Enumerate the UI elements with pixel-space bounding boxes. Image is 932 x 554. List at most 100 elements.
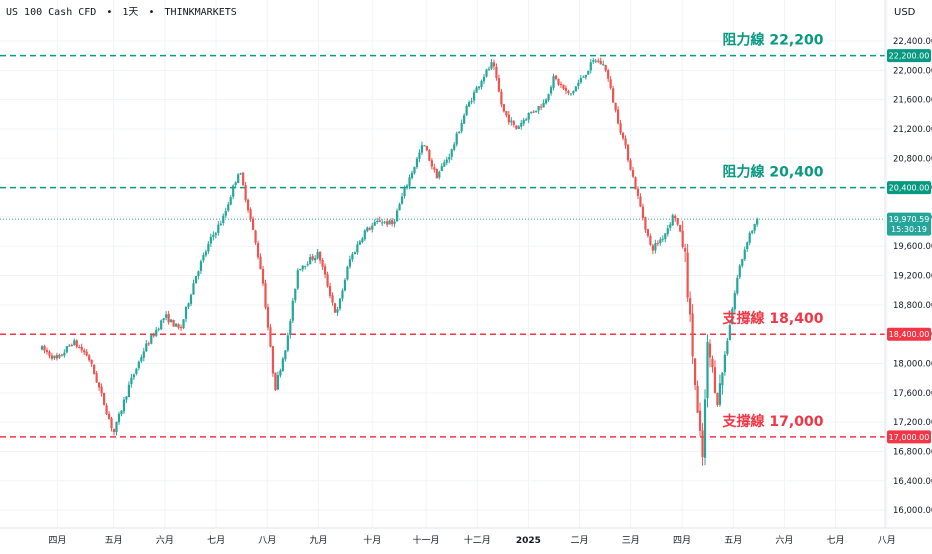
candle[interactable] [274, 372, 277, 392]
candle[interactable] [55, 352, 58, 361]
candle[interactable] [554, 74, 558, 81]
candle[interactable] [167, 310, 170, 325]
candle[interactable] [378, 216, 381, 223]
candle[interactable] [306, 261, 309, 267]
candle[interactable] [75, 339, 78, 349]
candle[interactable] [269, 324, 272, 348]
candle[interactable] [535, 110, 538, 113]
candle[interactable] [381, 219, 384, 227]
candle[interactable] [510, 117, 513, 126]
candle[interactable] [557, 78, 560, 86]
candle[interactable] [587, 70, 590, 75]
candle[interactable] [460, 119, 463, 134]
candle[interactable] [88, 354, 91, 362]
candle[interactable] [323, 263, 327, 279]
candle[interactable] [708, 339, 712, 368]
candle[interactable] [373, 219, 376, 227]
candle[interactable] [157, 327, 160, 332]
candle[interactable] [343, 278, 347, 292]
candle[interactable] [70, 343, 73, 347]
candle[interactable] [294, 288, 297, 303]
candle[interactable] [281, 356, 284, 372]
candle[interactable] [666, 224, 669, 237]
candle[interactable] [428, 149, 431, 162]
candle[interactable] [604, 64, 607, 73]
candle[interactable] [229, 195, 232, 206]
candle[interactable] [520, 119, 523, 130]
candle[interactable] [189, 293, 193, 307]
candle[interactable] [495, 63, 498, 81]
candle[interactable] [693, 357, 697, 391]
candle[interactable] [718, 374, 722, 407]
candle[interactable] [222, 213, 225, 226]
candle[interactable] [448, 153, 451, 164]
candle[interactable] [127, 381, 131, 398]
candle[interactable] [512, 119, 515, 128]
candle[interactable] [388, 219, 391, 225]
candle[interactable] [594, 59, 597, 63]
candle[interactable] [309, 253, 312, 265]
candle[interactable] [254, 229, 257, 245]
candle[interactable] [363, 229, 366, 241]
candle[interactable] [338, 297, 342, 311]
candle[interactable] [199, 259, 203, 275]
candle[interactable] [179, 324, 183, 331]
candle[interactable] [155, 326, 158, 338]
candle[interactable] [400, 192, 404, 205]
candle[interactable] [150, 333, 153, 345]
candle[interactable] [530, 111, 533, 115]
candle[interactable] [497, 74, 501, 93]
candle[interactable] [607, 68, 610, 82]
candle[interactable] [455, 131, 458, 147]
candle[interactable] [279, 368, 282, 378]
candle[interactable] [194, 275, 198, 284]
candle[interactable] [472, 89, 476, 104]
candle[interactable] [207, 241, 210, 254]
candle[interactable] [356, 241, 359, 255]
candle[interactable] [120, 409, 123, 417]
symbol-legend[interactable]: US 100 Cash CFD • 1天 • THINKMARKETS [6, 7, 237, 18]
candle[interactable] [314, 255, 317, 264]
candle[interactable] [187, 302, 190, 310]
candle[interactable] [95, 371, 98, 383]
candle[interactable] [395, 208, 399, 222]
candle[interactable] [147, 341, 150, 347]
candle[interactable] [358, 240, 361, 246]
candle[interactable] [671, 213, 674, 226]
candle[interactable] [577, 79, 580, 90]
time-axis[interactable]: 四月 五月 六月 七月 八月 九月 十月 十一月 十二月 2025 二月 三月 四月 五月 六月 七月 八月 [48, 534, 895, 546]
candle[interactable] [301, 265, 304, 272]
candle[interactable] [132, 373, 135, 380]
candle[interactable] [197, 270, 200, 280]
candle[interactable] [182, 319, 185, 330]
candle[interactable] [90, 359, 93, 368]
candle[interactable] [266, 303, 270, 331]
candle[interactable] [475, 85, 478, 93]
candle[interactable] [465, 104, 468, 116]
candle[interactable] [559, 81, 563, 89]
candle[interactable] [259, 253, 262, 270]
candle[interactable] [321, 258, 324, 271]
candle[interactable] [93, 364, 96, 375]
candle[interactable] [142, 347, 145, 362]
candle[interactable] [256, 240, 260, 260]
candle[interactable] [584, 74, 587, 80]
candle[interactable] [63, 349, 66, 358]
candle[interactable] [117, 411, 121, 425]
candle[interactable] [53, 355, 56, 361]
candle[interactable] [547, 93, 550, 102]
candle[interactable] [748, 231, 751, 246]
candle[interactable] [333, 302, 337, 313]
candle[interactable] [40, 345, 44, 351]
candle[interactable] [351, 252, 354, 262]
candle[interactable] [251, 216, 255, 231]
candle[interactable] [418, 149, 421, 163]
candle[interactable] [271, 345, 275, 377]
candle[interactable] [326, 271, 329, 288]
candle[interactable] [468, 100, 471, 108]
candle[interactable] [296, 268, 299, 290]
candle[interactable] [227, 201, 230, 213]
candle[interactable] [43, 344, 46, 354]
candle[interactable] [515, 125, 518, 130]
